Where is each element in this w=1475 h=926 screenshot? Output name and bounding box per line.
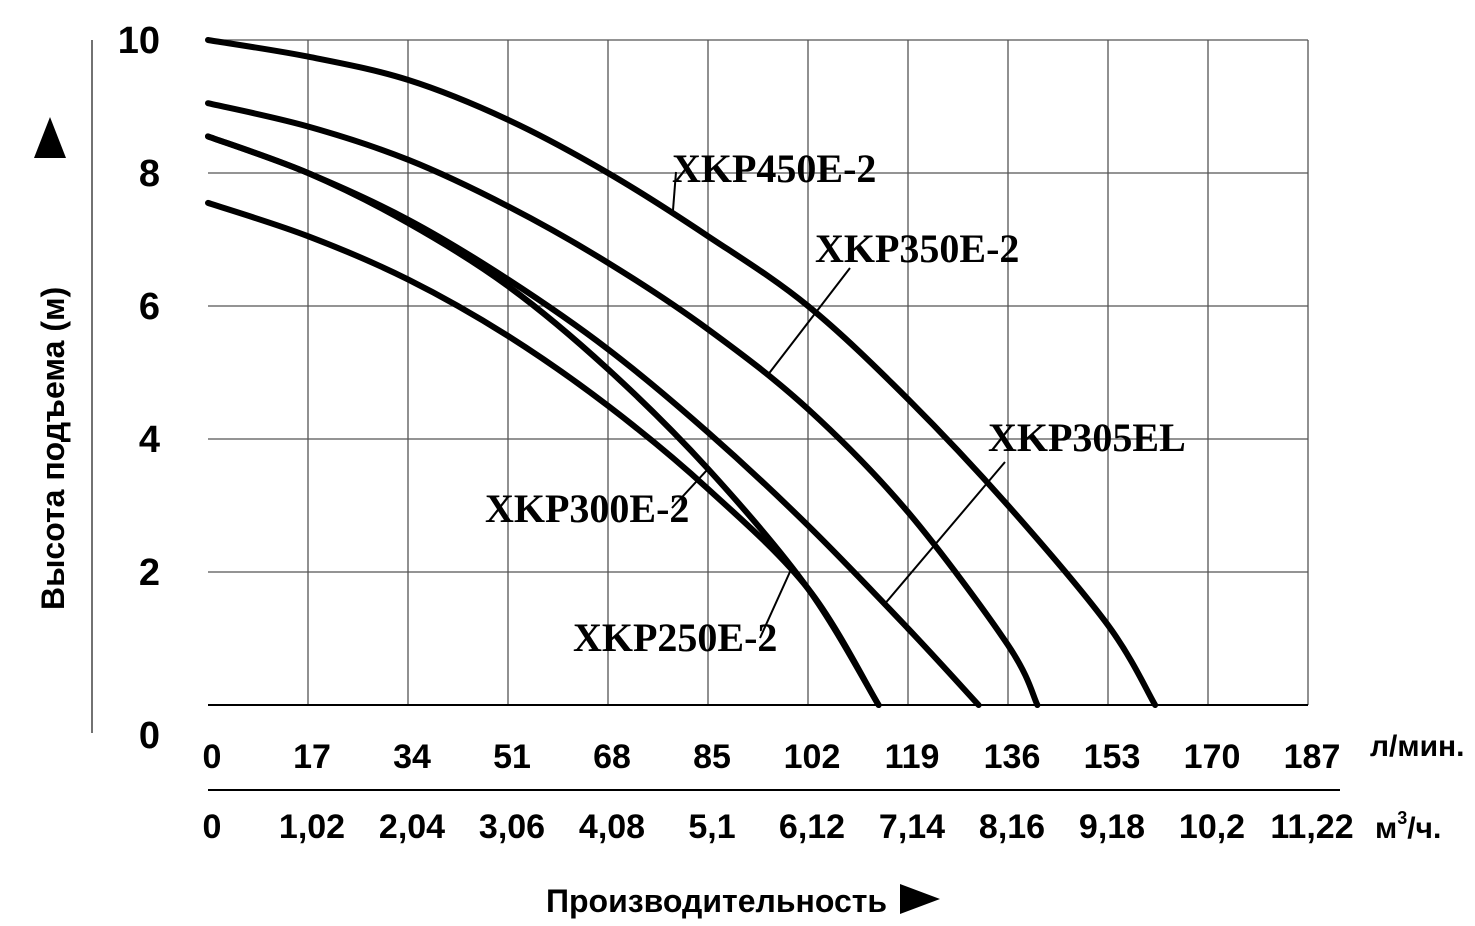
plot-frame: [91, 39, 1340, 791]
x-tick-m3h-2: 2,04: [379, 808, 445, 846]
x-tick-lpm-5: 85: [693, 738, 731, 776]
x-tick-lpm-11: 187: [1284, 738, 1341, 776]
x-tick-lpm-0: 0: [203, 738, 222, 776]
leader-xkp450e-2: [671, 171, 677, 214]
x-tick-lpm-8: 136: [984, 738, 1041, 776]
y-axis-arrow-icon: [34, 117, 66, 158]
y-tick-labels: 0 2 4 6 8 10: [118, 20, 160, 757]
x-unit-primary: л/мин.: [1370, 730, 1464, 763]
grid: [208, 40, 1308, 705]
x-tick-m3h-0: 0: [203, 808, 222, 846]
series-labels: XKP450E-2 XKP350E-2 XKP305EL XKP300E-2 XKP25…: [485, 146, 1186, 660]
x-unit-secondary: м3/ч.: [1375, 808, 1441, 845]
y-tick-3: 6: [139, 286, 160, 328]
y-tick-1: 2: [139, 552, 160, 594]
x-tick-m3h-9: 9,18: [1079, 808, 1145, 846]
x-tick-labels-m3h: 0 1,02 2,04 3,06 4,08 5,1 6,12 7,14 8,16 9,18 10,2…: [203, 808, 1354, 846]
x-tick-m3h-3: 3,06: [479, 808, 545, 846]
x-tick-m3h-4: 4,08: [579, 808, 645, 846]
y-axis-title: Высота подъема (м): [35, 287, 71, 610]
x-tick-lpm-3: 51: [493, 738, 531, 776]
curve-xkp450e-2: [205, 37, 1159, 708]
leader-xkp300e-2: [671, 468, 709, 509]
y-tick-4: 8: [139, 153, 160, 195]
curves: [205, 37, 1159, 708]
x-tick-lpm-2: 34: [393, 738, 431, 776]
x-tick-lpm-10: 170: [1184, 738, 1241, 776]
leader-xkp305el: [883, 461, 1006, 605]
x-tick-m3h-6: 6,12: [779, 808, 845, 846]
x-tick-lpm-9: 153: [1084, 738, 1141, 776]
label-xkp300e-2: XKP300E-2: [485, 486, 689, 531]
y-tick-2: 4: [139, 419, 160, 461]
y-tick-0: 0: [139, 715, 160, 757]
label-xkp305el: XKP305EL: [988, 415, 1186, 460]
y-tick-5: 10: [118, 20, 160, 62]
x-tick-lpm-7: 119: [885, 738, 940, 776]
label-xkp450e-2: XKP450E-2: [672, 146, 876, 191]
x-tick-lpm-1: 17: [293, 738, 331, 776]
x-tick-m3h-1: 1,02: [279, 808, 345, 846]
x-tick-m3h-11: 11,22: [1270, 808, 1353, 846]
leader-lines: [671, 171, 1006, 639]
curve-xkp350e-2: [205, 100, 1041, 708]
x-tick-m3h-5: 5,1: [688, 808, 735, 846]
x-tick-m3h-10: 10,2: [1179, 808, 1245, 846]
label-xkp250e-2: XKP250E-2: [573, 615, 777, 660]
leader-xkp250e-2: [759, 570, 792, 639]
leader-xkp350e-2: [766, 267, 851, 377]
x-axis-title: Производительность: [546, 883, 887, 919]
x-axis-arrow-icon: [900, 884, 940, 914]
x-tick-m3h-7: 7,14: [879, 808, 945, 846]
label-xkp350e-2: XKP350E-2: [815, 226, 1019, 271]
x-tick-m3h-8: 8,16: [979, 808, 1045, 846]
x-tick-lpm-6: 102: [784, 738, 841, 776]
x-tick-lpm-4: 68: [593, 738, 631, 776]
x-tick-labels-lpm: 0 17 34 51 68 85 102 119 136 153 170 187: [203, 738, 1341, 776]
curve-xkp250e-2: [205, 199, 882, 708]
